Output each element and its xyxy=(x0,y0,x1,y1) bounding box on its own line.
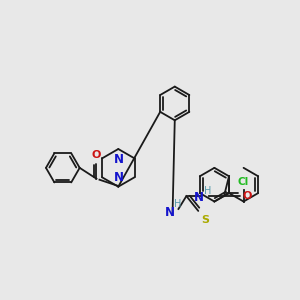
Text: O: O xyxy=(243,191,252,201)
Text: N: N xyxy=(194,190,204,204)
Text: H: H xyxy=(174,199,181,209)
Text: N: N xyxy=(114,171,124,184)
Text: O: O xyxy=(92,150,101,160)
Text: H: H xyxy=(203,186,211,196)
Text: Cl: Cl xyxy=(238,177,249,187)
Text: S: S xyxy=(201,215,209,225)
Text: N: N xyxy=(164,206,175,219)
Text: N: N xyxy=(114,153,124,166)
